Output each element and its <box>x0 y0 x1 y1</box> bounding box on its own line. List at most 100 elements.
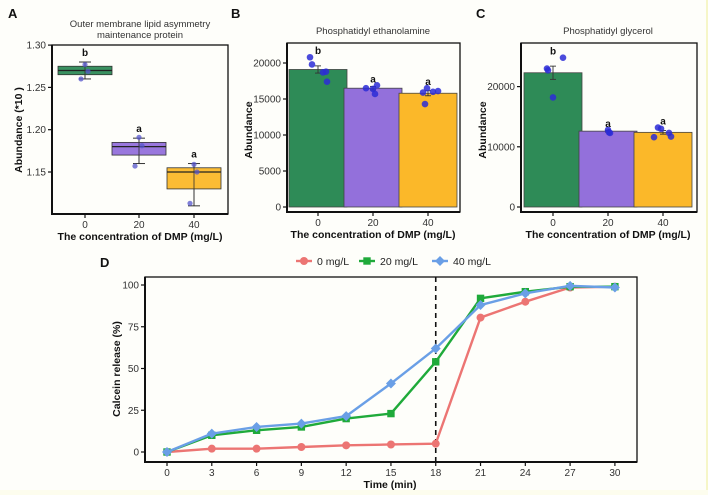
panel-d-xtick-label: 3 <box>209 468 215 479</box>
panel-d-xtick-label: 30 <box>609 468 621 479</box>
panel-b-data-point <box>421 100 429 108</box>
panel-b-data-point <box>434 87 442 95</box>
panel-a-data-point <box>132 163 138 169</box>
panel-b-data-point <box>423 84 431 92</box>
legend-marker-2 <box>363 257 371 265</box>
panel-a-ytick-label: 1.15 <box>27 168 47 179</box>
panel-d-xtick-label: 9 <box>299 468 305 479</box>
panel-c-significance-label: a <box>660 117 666 128</box>
panel-d-series-3-point <box>609 282 620 293</box>
panel-d-series-3-point <box>430 343 441 354</box>
panel-d-series-3-point <box>341 411 352 422</box>
panel-a-ytick-label: 1.20 <box>27 125 47 136</box>
panel-b-significance-label: a <box>370 74 376 85</box>
panel-a-xtick-label: 40 <box>188 220 200 231</box>
panel-d-ytick-label: 100 <box>122 281 139 292</box>
panel-d-series-3-point <box>296 418 307 429</box>
panel-d-series-3-point <box>385 378 396 389</box>
panel-d-series-line-1 <box>166 285 615 454</box>
panel-b-xlabel: The concentration of DMP (mg/L) <box>291 229 456 241</box>
panel-d-xtick-label: 15 <box>385 468 397 479</box>
panel-d-xtick-label: 18 <box>430 468 442 479</box>
panel-c-ytick-label: 20000 <box>487 82 515 93</box>
panel-d-series-3-point <box>520 288 531 299</box>
panel-c-ytick-label: 10000 <box>487 142 515 153</box>
panel-b-data-point <box>323 78 331 86</box>
panel-a-ytick-label: 1.25 <box>27 83 47 94</box>
panel-d-plot: 0 25 50 75 100 0 3 6 9 12 15 18 21 24 27 30 <box>122 276 638 479</box>
panel-label-a: A <box>8 6 18 21</box>
panel-b-ytick-label: 5000 <box>259 167 282 178</box>
panel-b-ytick-label: 10000 <box>253 131 281 142</box>
panel-b-data-point <box>419 89 427 96</box>
panel-d-series-3-point <box>162 447 172 457</box>
panel-d-series-1-point <box>297 442 306 451</box>
panel-a-significance-label: a <box>136 124 142 135</box>
panel-b-bar <box>343 87 403 208</box>
panel-c-xtick-label: 40 <box>657 218 669 229</box>
panel-d-ytick-label: 50 <box>128 364 140 375</box>
panel-a-title-line2: maintenance protein <box>97 30 183 41</box>
panel-c-significance-label: b <box>550 47 556 58</box>
panel-d-series-3-point <box>251 421 262 432</box>
panel-b-data-point <box>322 68 330 75</box>
panel-b-plot: 0 5000 10000 15000 20000 0 20 40 b a a <box>253 42 461 229</box>
legend-marker-1 <box>300 257 308 265</box>
panel-b-title: Phosphatidyl ethanolamine <box>316 26 430 37</box>
panel-d-series-1-point <box>386 440 395 449</box>
panel-a-significance-label: a <box>191 150 197 161</box>
panel-b-data-point <box>373 82 381 89</box>
panel-c-title: Phosphatidyl glycerol <box>563 26 653 37</box>
panel-b-data-point <box>362 84 370 92</box>
panel-d-series-line-2 <box>166 285 615 454</box>
panel-a-data-point <box>187 200 193 206</box>
panel-d-ytick-label: 0 <box>133 448 139 459</box>
panel-b-significance-label: b <box>315 46 321 57</box>
panel-d-series-3-point <box>565 280 576 291</box>
panel-c-xtick-label: 20 <box>602 218 614 229</box>
panel-c-bar <box>523 72 583 208</box>
panel-d-legend: 0 mg/L 20 mg/L 40 mg/L <box>296 256 491 268</box>
panel-b-xtick-label: 40 <box>422 218 434 229</box>
panel-c-data-point <box>549 94 557 101</box>
panel-label-b: B <box>231 6 240 21</box>
panel-a-xlabel: The concentration of DMP (mg/L) <box>58 231 223 243</box>
panel-a-data-point <box>139 143 145 149</box>
panel-b-bar <box>288 69 348 208</box>
panel-c-xtick-label: 0 <box>550 218 556 229</box>
panel-d-xtick-label: 21 <box>475 468 487 479</box>
panel-c-data-point <box>667 133 675 140</box>
panel-a-data-point <box>194 169 200 175</box>
panel-b-data-point <box>306 53 314 61</box>
panel-b-ytick-label: 15000 <box>253 95 281 106</box>
panel-a-data-point <box>78 76 84 82</box>
panel-a-ytick-label: 1.30 <box>27 41 47 52</box>
legend-label-2: 20 mg/L <box>380 256 418 268</box>
panel-b-data-point <box>429 88 437 96</box>
panel-label-c: C <box>476 6 486 21</box>
legend-label-3: 40 mg/L <box>453 256 491 268</box>
panel-b-data-point <box>371 90 379 98</box>
panel-d-ytick-label: 75 <box>128 322 140 333</box>
panel-d-xtick-label: 27 <box>565 468 577 479</box>
panel-c-xlabel: The concentration of DMP (mg/L) <box>526 229 691 241</box>
panel-d-series-1-point <box>521 297 530 306</box>
panel-d-ylabel: Calcein release (%) <box>111 321 123 417</box>
panel-d-ytick-label: 25 <box>128 406 140 417</box>
panel-b-significance-label: a <box>425 77 431 88</box>
panel-c-data-point <box>559 54 567 62</box>
panel-b-ytick-label: 0 <box>275 203 281 214</box>
panel-a-xtick-label: 0 <box>82 220 88 231</box>
panel-d-xtick-label: 6 <box>254 468 260 479</box>
panel-d-xtick-label: 12 <box>341 468 353 479</box>
panel-d-series-3-point <box>206 428 217 439</box>
panel-d-series-2-point <box>387 409 395 418</box>
panel-d-xlabel: Time (min) <box>364 479 417 490</box>
panel-a-xtick-label: 20 <box>133 220 145 231</box>
panel-a-data-point <box>85 68 91 74</box>
panel-a-data-point <box>191 161 197 167</box>
panel-d-series-1-point <box>252 444 261 453</box>
panel-c-data-point <box>544 67 552 74</box>
